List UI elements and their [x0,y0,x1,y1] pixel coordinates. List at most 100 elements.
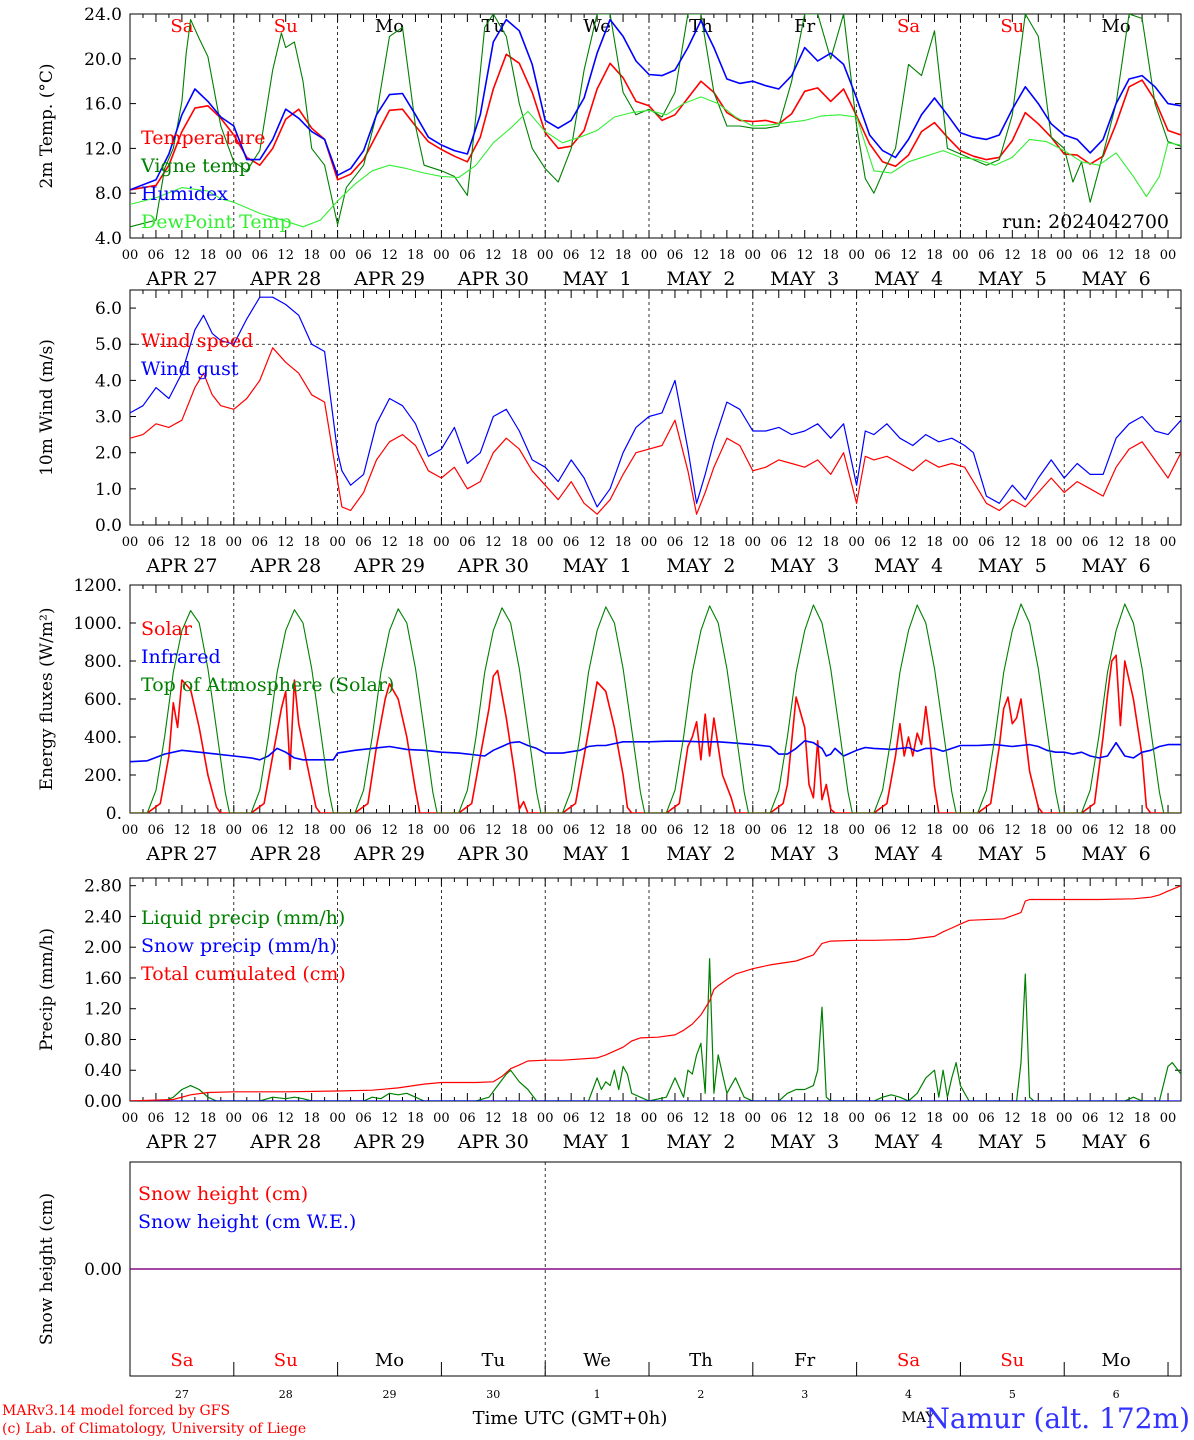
weekday-label: Mo [375,1350,404,1371]
hour-tick-label: 00 [1056,248,1073,263]
date-label: MAY 5 [978,268,1047,290]
hour-tick-label: 12 [381,248,398,263]
day-number-label: 27 [175,1388,189,1401]
hour-tick-label: 18 [822,823,839,838]
hour-tick-label: 06 [770,535,787,550]
hour-tick-label: 00 [848,823,865,838]
hour-tick-label: 06 [770,1111,787,1126]
hour-tick-label: 00 [848,1111,865,1126]
y-tick-label: 2.40 [84,907,122,927]
date-label: MAY 2 [666,1131,735,1153]
hour-tick-label: 06 [251,535,268,550]
date-label: APR 30 [457,843,529,865]
date-label: APR 30 [457,555,529,577]
date-label: MAY 1 [563,1131,632,1153]
series-group [130,885,1181,1101]
hour-tick-label: 00 [329,823,346,838]
series-line-dewpoint-temp [130,96,1181,228]
legend-entry: Humidex [141,183,228,205]
hour-tick-label: 00 [1160,823,1177,838]
hour-tick-label: 06 [1082,823,1099,838]
hour-tick-label: 12 [174,535,191,550]
date-label: MAY 2 [666,843,735,865]
panel-4: 0.00 0.40 0.80 1.20 1.60 2.00 2.40 2.80 Precip (… [37,877,1182,1153]
series-line-temperature [130,53,1181,191]
hour-tick-label: 12 [1108,248,1125,263]
weekday-label: Th [689,1350,713,1371]
hour-tick-label: 06 [563,535,580,550]
y-axis-label: Energy fluxes (W/m²) [37,608,57,791]
hour-tick-label: 00 [641,535,658,550]
run-annotation: run: 2024042700 [1002,211,1169,233]
y-tick-label: 1.60 [84,969,122,989]
date-label: MAY 5 [978,555,1047,577]
day-number-label: 5 [1009,1388,1016,1401]
hour-tick-label: 12 [1004,535,1021,550]
hour-tick-label: 12 [174,823,191,838]
hour-tick-label: 00 [1056,1111,1073,1126]
weekday-label: Su [274,16,298,37]
date-label: MAY 4 [874,555,943,577]
y-tick-label: 2.0 [95,444,122,464]
hour-tick-label: 06 [667,535,684,550]
hour-tick-label: 18 [511,823,528,838]
hour-tick-label: 00 [537,1111,554,1126]
date-label: MAY 6 [1082,1131,1151,1153]
hour-tick-label: 06 [563,1111,580,1126]
series-line-solar [130,654,1181,813]
hour-tick-label: 00 [1056,535,1073,550]
hour-tick-label: 12 [900,535,917,550]
date-label: APR 29 [353,1131,425,1153]
date-label: APR 30 [457,268,529,290]
date-label: APR 29 [353,268,425,290]
hour-tick-label: 12 [693,823,710,838]
weekday-label: Mo [1101,1350,1130,1371]
hour-tick-label: 18 [303,1111,320,1126]
hour-tick-label: 12 [693,248,710,263]
hour-tick-label: 12 [277,248,294,263]
hour-tick-label: 12 [381,1111,398,1126]
hour-tick-label: 12 [1004,823,1021,838]
date-label: APR 29 [353,843,425,865]
day-number-label: 30 [486,1388,500,1401]
hour-tick-label: 06 [251,823,268,838]
y-tick-label: 1.20 [84,1000,122,1020]
weekday-label: Tu [482,1350,506,1371]
date-label: MAY 6 [1082,268,1151,290]
hour-tick-label: 18 [926,823,943,838]
series-line-humidex [130,18,1181,191]
hour-tick-label: 00 [745,248,762,263]
hour-tick-label: 00 [433,823,450,838]
weekday-label: Sa [170,16,193,37]
hour-tick-label: 12 [693,1111,710,1126]
y-tick-label: 4.0 [95,371,122,391]
y-tick-label: 1000. [73,614,122,634]
hour-tick-label: 18 [1030,248,1047,263]
hour-tick-label: 12 [589,535,606,550]
hour-tick-label: 18 [615,535,632,550]
y-axis-label: Precip (mm/h) [37,928,57,1051]
y-tick-label: 2.80 [84,877,122,897]
hour-tick-label: 06 [251,248,268,263]
hour-tick-label: 00 [848,248,865,263]
hour-tick-label: 06 [355,248,372,263]
legend-entry: Liquid precip (mm/h) [141,907,345,929]
hour-tick-label: 18 [926,1111,943,1126]
hour-tick-label: 06 [978,535,995,550]
hour-tick-label: 18 [926,248,943,263]
hour-tick-label: 18 [511,535,528,550]
y-tick-label: 200. [84,766,122,786]
hour-tick-label: 18 [1134,1111,1151,1126]
hour-tick-label: 18 [1134,248,1151,263]
hour-tick-label: 00 [952,1111,969,1126]
hour-tick-label: 00 [848,535,865,550]
y-tick-label: 3.0 [95,408,122,428]
hour-tick-label: 00 [1160,535,1177,550]
legend-entry: Infrared [141,646,221,668]
weekday-label: We [583,1350,611,1371]
hour-tick-label: 18 [200,535,217,550]
hour-tick-label: 18 [615,1111,632,1126]
series-line-top-of-atmosphere-solar [130,603,1181,813]
hour-tick-label: 06 [667,1111,684,1126]
